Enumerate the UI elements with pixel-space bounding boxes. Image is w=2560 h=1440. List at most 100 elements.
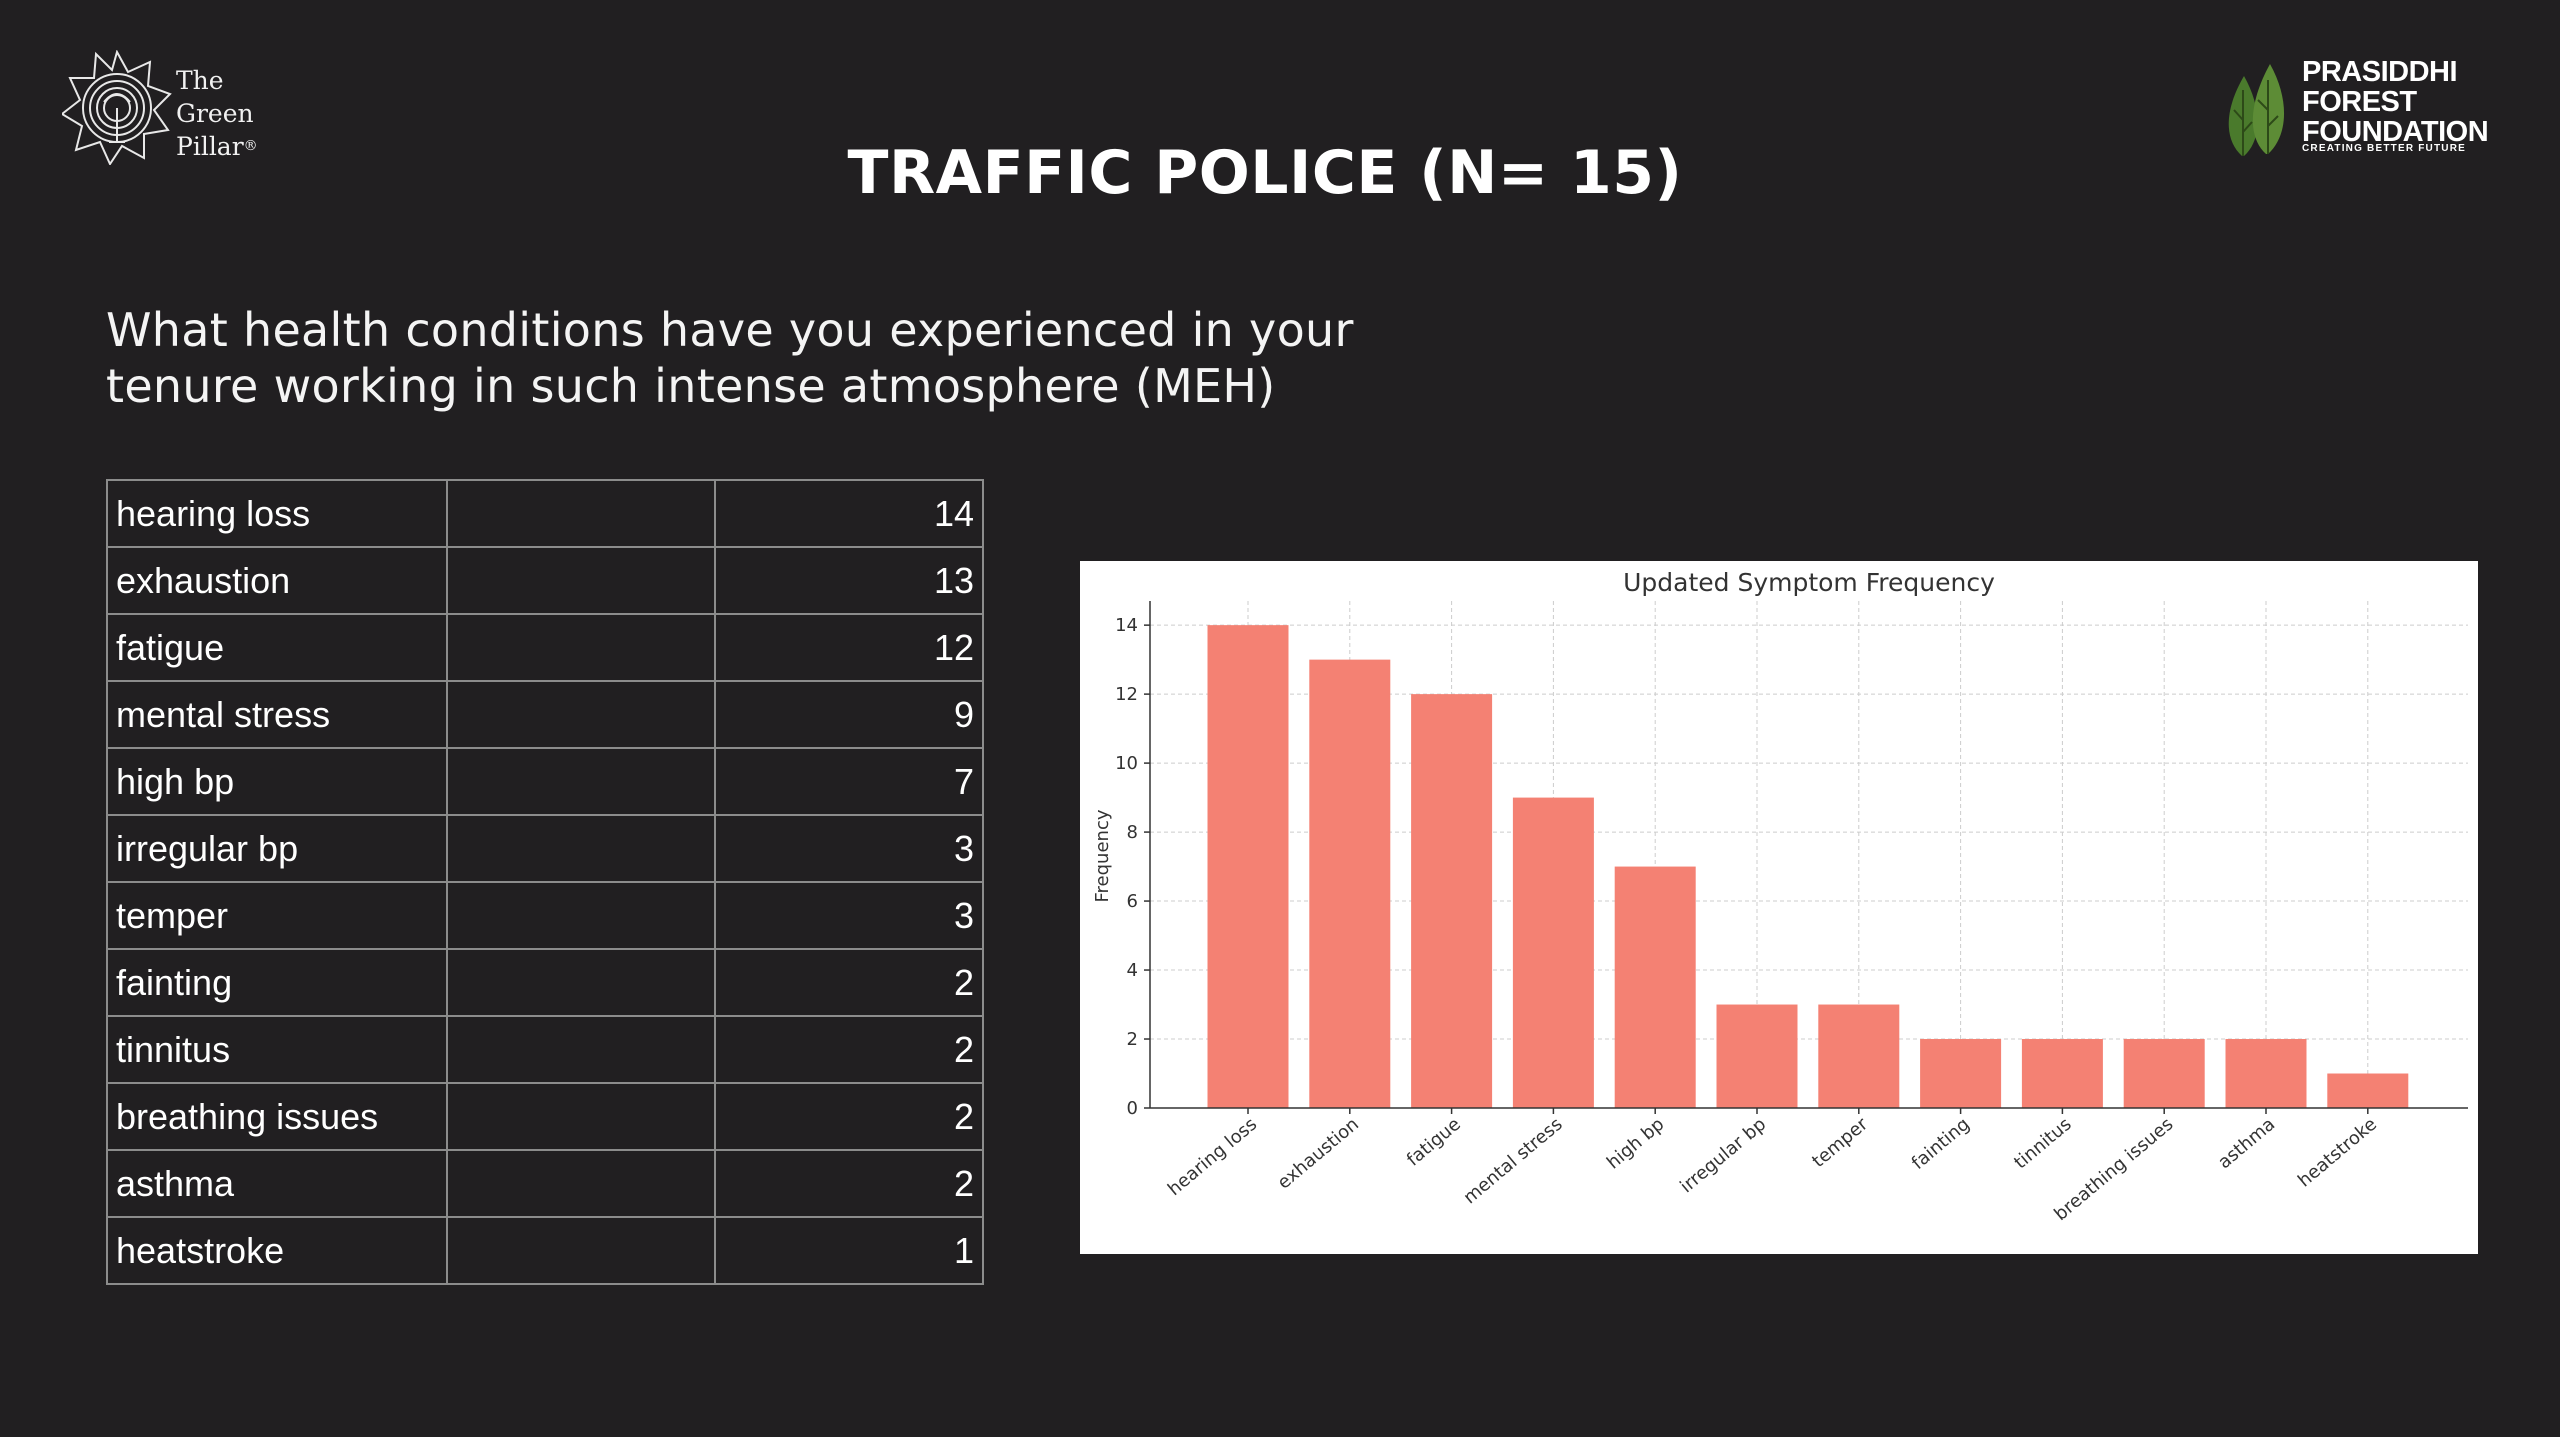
bar — [1920, 1039, 2002, 1108]
row-value: 7 — [714, 747, 984, 816]
row-value: 2 — [714, 1149, 984, 1218]
row-value: 14 — [714, 479, 984, 548]
y-tick-label: 6 — [1127, 891, 1138, 912]
row-value: 2 — [714, 1015, 984, 1084]
bar — [1411, 694, 1493, 1108]
table-row: mental stress 9 — [106, 680, 984, 749]
y-tick-label: 2 — [1127, 1029, 1138, 1050]
row-label: high bp — [106, 747, 448, 816]
table-row: fatigue 12 — [106, 613, 984, 682]
x-tick-label: fainting — [1908, 1114, 1974, 1174]
table-row: heatstroke 1 — [106, 1216, 984, 1285]
table-row: fainting 2 — [106, 948, 984, 1017]
lotus-mandala-icon — [62, 50, 172, 165]
green-pillar-logo: The Green Pillar® — [62, 50, 272, 170]
question-line: What health conditions have you experien… — [106, 303, 1354, 357]
bar — [2021, 1039, 2103, 1108]
question-line: tenure working in such intense atmospher… — [106, 359, 1276, 413]
row-empty-cell — [446, 881, 716, 950]
registered-mark: ® — [243, 138, 258, 154]
row-label: fainting — [106, 948, 448, 1017]
row-empty-cell — [446, 479, 716, 548]
x-tick-label: fatigue — [1403, 1114, 1465, 1171]
bar — [1716, 1004, 1798, 1108]
row-label: mental stress — [106, 680, 448, 749]
row-empty-cell — [446, 546, 716, 615]
row-label: breathing issues — [106, 1082, 448, 1151]
row-label: irregular bp — [106, 814, 448, 883]
y-tick-label: 10 — [1115, 753, 1138, 774]
prasiddhi-tagline: CREATING BETTER FUTURE — [2302, 143, 2466, 154]
row-value: 2 — [714, 1082, 984, 1151]
chart-canvas: 0 2 4 6 8 10 12 14 hearing loss exhaustion fatigue… — [1092, 568, 2468, 1225]
table-row: breathing issues 2 — [106, 1082, 984, 1151]
logo-line: PRASIDDHI — [2302, 56, 2458, 88]
logo-line: Pillar — [176, 132, 244, 161]
frequency-table: hearing loss 14 exhaustion 13 fatigue 12 menta… — [106, 479, 984, 1285]
y-tick-label: 12 — [1115, 684, 1138, 705]
table-row: hearing loss 14 — [106, 479, 984, 548]
x-tick-label: temper — [1808, 1113, 1872, 1172]
logo-line: FOREST — [2302, 86, 2417, 118]
row-value: 3 — [714, 814, 984, 883]
row-label: hearing loss — [106, 479, 448, 548]
x-tick-label: tinnitus — [2010, 1114, 2075, 1174]
row-value: 2 — [714, 948, 984, 1017]
logo-line: The — [176, 66, 224, 95]
table-row: high bp 7 — [106, 747, 984, 816]
y-axis-label: Frequency — [1092, 809, 1113, 902]
row-empty-cell — [446, 680, 716, 749]
y-tick-label: 4 — [1127, 960, 1138, 981]
row-empty-cell — [446, 613, 716, 682]
row-value: 13 — [714, 546, 984, 615]
bar — [1818, 1004, 1900, 1108]
y-tick-label: 8 — [1127, 822, 1138, 843]
row-empty-cell — [446, 1082, 716, 1151]
row-label: temper — [106, 881, 448, 950]
logo-line: FOUNDATION — [2302, 116, 2489, 148]
table-row: asthma 2 — [106, 1149, 984, 1218]
bar — [1207, 625, 1289, 1108]
x-tick-label: high bp — [1603, 1114, 1668, 1174]
table-row: exhaustion 13 — [106, 546, 984, 615]
row-label: exhaustion — [106, 546, 448, 615]
bar — [1309, 659, 1391, 1108]
row-value: 12 — [714, 613, 984, 682]
x-tick-label: heatstroke — [2294, 1114, 2381, 1192]
table-row: irregular bp 3 — [106, 814, 984, 883]
bar — [2123, 1039, 2205, 1108]
green-pillar-wordmark: The Green Pillar® — [176, 64, 258, 163]
prasiddhi-wordmark: PRASIDDHI FOREST FOUNDATION — [2302, 56, 2489, 148]
row-empty-cell — [446, 948, 716, 1017]
row-empty-cell — [446, 1015, 716, 1084]
row-empty-cell — [446, 1149, 716, 1218]
x-tick-label: hearing loss — [1164, 1114, 1261, 1200]
prasiddhi-logo: PRASIDDHI FOREST FOUNDATION CREATING BET… — [2222, 55, 2492, 165]
chart-title: Updated Symptom Frequency — [1623, 568, 1995, 597]
row-label: asthma — [106, 1149, 448, 1218]
logo-line: Green — [176, 99, 254, 128]
row-value: 1 — [714, 1216, 984, 1285]
x-tick-label: exhaustion — [1274, 1114, 1363, 1194]
bottom-strip — [0, 1437, 2560, 1440]
row-empty-cell — [446, 1216, 716, 1285]
bar — [1512, 797, 1594, 1108]
y-tick-label: 0 — [1127, 1098, 1138, 1119]
leaves-icon — [2228, 64, 2285, 156]
x-tick-label: mental stress — [1460, 1114, 1567, 1209]
row-value: 3 — [714, 881, 984, 950]
bar — [2225, 1039, 2307, 1108]
table-row: tinnitus 2 — [106, 1015, 984, 1084]
row-label: heatstroke — [106, 1216, 448, 1285]
bar-chart: 0 2 4 6 8 10 12 14 hearing loss exhaustion fatigue… — [1080, 561, 2478, 1254]
x-tick-label: irregular bp — [1676, 1114, 1770, 1198]
row-label: fatigue — [106, 613, 448, 682]
row-empty-cell — [446, 814, 716, 883]
row-empty-cell — [446, 747, 716, 816]
page-title: TRAFFIC POLICE (N= 15) — [847, 138, 1683, 208]
row-label: tinnitus — [106, 1015, 448, 1084]
y-tick-label: 14 — [1115, 615, 1138, 636]
survey-question: What health conditions have you experien… — [106, 302, 1406, 414]
table-row: temper 3 — [106, 881, 984, 950]
x-tick-label: asthma — [2214, 1114, 2279, 1173]
